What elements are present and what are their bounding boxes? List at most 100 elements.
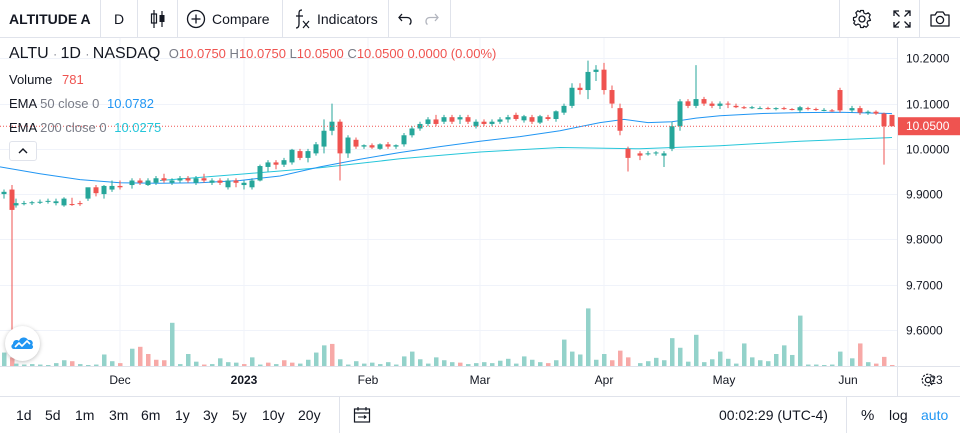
candle xyxy=(93,185,99,197)
candle-body xyxy=(161,178,167,181)
candle xyxy=(377,143,383,150)
indicators-button[interactable]: Indicators xyxy=(293,0,378,38)
chevron-up-icon xyxy=(18,148,28,154)
settings-button[interactable] xyxy=(852,0,872,38)
candle-body xyxy=(305,151,311,158)
candle xyxy=(465,114,471,124)
range-button-1d[interactable]: 1d xyxy=(16,407,32,423)
candle xyxy=(601,62,607,95)
candle xyxy=(813,107,819,111)
candle-body xyxy=(473,121,479,127)
volume-bar xyxy=(94,364,99,366)
compare-button[interactable]: Compare xyxy=(186,0,270,38)
candle xyxy=(481,119,487,127)
indicators-label: Indicators xyxy=(317,11,378,27)
log-scale-toggle[interactable]: log xyxy=(889,407,908,423)
range-button-5d[interactable]: 5d xyxy=(45,407,61,423)
volume-bar xyxy=(402,356,407,366)
volume-bar xyxy=(822,365,827,366)
candle xyxy=(29,200,35,205)
volume-bar xyxy=(110,361,115,366)
candle-body xyxy=(37,201,43,203)
volume-bar xyxy=(702,362,707,366)
range-button-1m[interactable]: 1m xyxy=(75,407,95,423)
candle xyxy=(765,106,771,110)
range-button-3y[interactable]: 3y xyxy=(203,407,218,423)
candle xyxy=(1,189,7,199)
ema200-legend[interactable]: EMA 200 close 0 10.0275 xyxy=(9,120,161,135)
toolbar-divider xyxy=(100,0,101,38)
candle xyxy=(45,198,51,204)
candle xyxy=(497,117,503,124)
candle-body xyxy=(465,117,471,122)
x-tick-label: Mar xyxy=(470,373,491,387)
timezone-button[interactable]: 00:02:29 (UTC-4) xyxy=(719,407,828,423)
auto-scale-toggle[interactable]: auto xyxy=(921,407,949,423)
range-button-10y[interactable]: 10y xyxy=(262,407,285,423)
y-tick-label: 10.1000 xyxy=(906,98,950,112)
date-range-button[interactable] xyxy=(353,397,371,433)
symbol-search[interactable]: ALTITUDE A xyxy=(9,11,91,27)
candle xyxy=(781,106,787,110)
redo-button[interactable] xyxy=(424,0,440,38)
interval-button[interactable]: D xyxy=(114,11,125,27)
fullscreen-icon xyxy=(893,10,911,28)
candle xyxy=(489,119,495,127)
volume-bar xyxy=(346,364,351,366)
volume-bar xyxy=(610,360,615,366)
volume-bar xyxy=(646,361,651,366)
volume-bar xyxy=(490,363,495,366)
candle xyxy=(709,101,715,109)
volume-bar xyxy=(162,360,167,366)
volume-bar xyxy=(242,364,247,366)
last-price-line: 10.0500 xyxy=(0,117,960,136)
bottom-toolbar: 1d 5d 1m 3m 6m 1y 3y 5y 10y 20y 00:02:29 (UTC-4) … xyxy=(0,396,960,433)
range-button-1y[interactable]: 1y xyxy=(175,407,190,423)
candle xyxy=(829,109,835,112)
percent-scale-toggle[interactable]: % xyxy=(861,406,875,424)
volume-legend[interactable]: Volume 781 xyxy=(9,72,84,87)
chart-style-button[interactable] xyxy=(149,0,167,38)
volume-bar xyxy=(138,346,143,366)
axis-settings-button[interactable] xyxy=(921,373,935,387)
candle-body xyxy=(233,180,239,183)
price-chart[interactable]: 10.2000 10.1000 10.0000 9.9000 9.8000 9.7000 9… xyxy=(0,38,960,396)
volume-bar xyxy=(118,363,123,366)
candle-body xyxy=(561,105,567,113)
toolbar-divider xyxy=(388,0,389,38)
candle xyxy=(857,105,863,115)
toolbar-divider xyxy=(339,397,340,433)
candle xyxy=(401,133,407,147)
snapshot-button[interactable] xyxy=(929,0,951,38)
candle xyxy=(193,175,199,186)
volume-bar xyxy=(530,359,535,366)
volume-bar xyxy=(218,358,223,366)
volume-bar xyxy=(102,354,107,366)
volume-bar xyxy=(626,357,631,366)
candle-body xyxy=(169,180,175,183)
candle xyxy=(473,119,479,129)
volume-bar xyxy=(62,360,67,366)
range-button-5y[interactable]: 5y xyxy=(232,407,247,423)
range-button-6m[interactable]: 6m xyxy=(141,407,161,423)
price-tag-label: 10.0500 xyxy=(906,119,950,133)
volume-bar xyxy=(2,352,7,366)
legend-collapse-button[interactable] xyxy=(9,141,37,161)
candle-body xyxy=(545,117,551,119)
undo-button[interactable] xyxy=(397,0,413,38)
candle-body xyxy=(661,153,667,156)
volume-bar xyxy=(514,363,519,366)
range-button-20y[interactable]: 20y xyxy=(298,407,321,423)
candle xyxy=(369,143,375,149)
candle xyxy=(617,103,623,136)
range-button-3m[interactable]: 3m xyxy=(109,407,129,423)
volume-bar xyxy=(178,364,183,366)
fullscreen-button[interactable] xyxy=(893,0,911,38)
ema50-legend[interactable]: EMA 50 close 0 10.0782 xyxy=(9,96,154,111)
candle-body xyxy=(1,191,7,195)
y-tick-label: 9.7000 xyxy=(906,279,943,293)
tradingview-logo-button[interactable] xyxy=(5,326,40,361)
candle-body xyxy=(505,117,511,120)
candle-body xyxy=(61,198,67,206)
candle xyxy=(873,110,879,115)
